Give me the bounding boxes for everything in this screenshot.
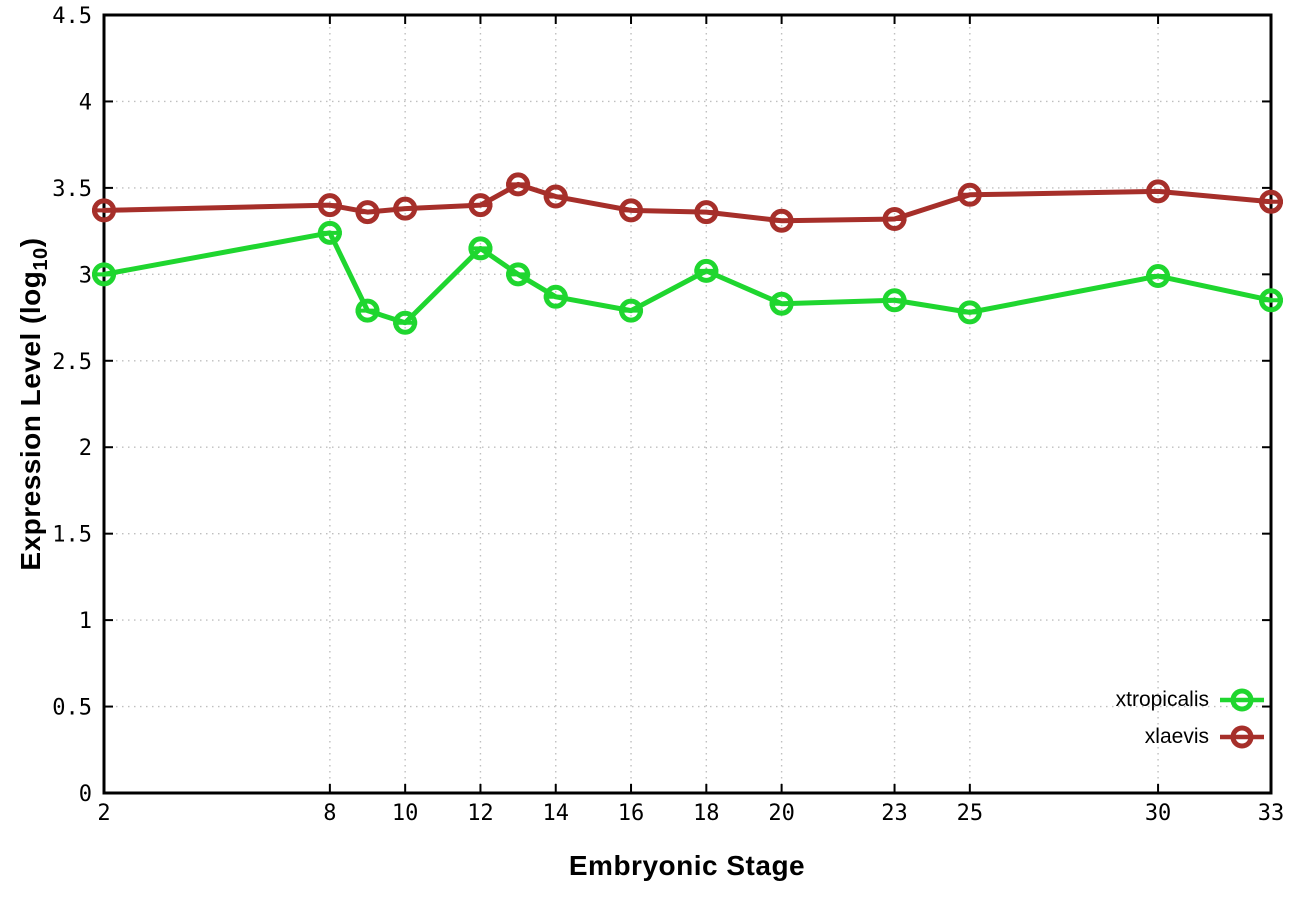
x-axis-title: Embryonic Stage [568, 850, 806, 881]
svg-text:2: 2 [97, 801, 110, 826]
svg-text:4.5: 4.5 [52, 4, 92, 29]
svg-text:10: 10 [392, 801, 419, 826]
svg-text:12: 12 [467, 801, 494, 826]
svg-text:2.5: 2.5 [52, 350, 92, 375]
svg-text:2: 2 [79, 436, 92, 461]
svg-text:30: 30 [1145, 801, 1172, 826]
svg-text:8: 8 [323, 801, 336, 826]
legend-label-xtropicalis: xtropicalis [1115, 687, 1209, 711]
legend-label-xlaevis: xlaevis [1144, 724, 1209, 748]
svg-text:4: 4 [79, 90, 92, 115]
svg-text:3: 3 [79, 263, 92, 288]
y-axis-title-suffix: ) [15, 237, 47, 248]
y-axis-title: Expression Level (log10) [15, 237, 53, 570]
legend-item-xtropicalis: xtropicalis [1116, 683, 1266, 716]
svg-text:1: 1 [79, 609, 92, 634]
legend-item-xlaevis: xlaevis [1145, 720, 1266, 753]
y-axis-title-text: Expression Level (log [15, 270, 47, 571]
svg-text:25: 25 [957, 801, 984, 826]
line-point-marker-icon [1220, 688, 1264, 711]
svg-text:23: 23 [881, 801, 908, 826]
svg-text:3.5: 3.5 [52, 177, 92, 202]
svg-text:16: 16 [618, 801, 645, 826]
svg-text:0: 0 [79, 782, 92, 807]
y-axis-title-subscript: 10 [29, 247, 52, 271]
svg-text:0.5: 0.5 [52, 696, 92, 721]
legend: xtropicalis xlaevis [1116, 683, 1266, 753]
svg-text:33: 33 [1258, 801, 1285, 826]
svg-text:20: 20 [768, 801, 795, 826]
svg-text:14: 14 [542, 801, 569, 826]
line-point-marker-icon [1220, 725, 1264, 748]
svg-text:1.5: 1.5 [52, 523, 92, 548]
svg-text:18: 18 [693, 801, 720, 826]
